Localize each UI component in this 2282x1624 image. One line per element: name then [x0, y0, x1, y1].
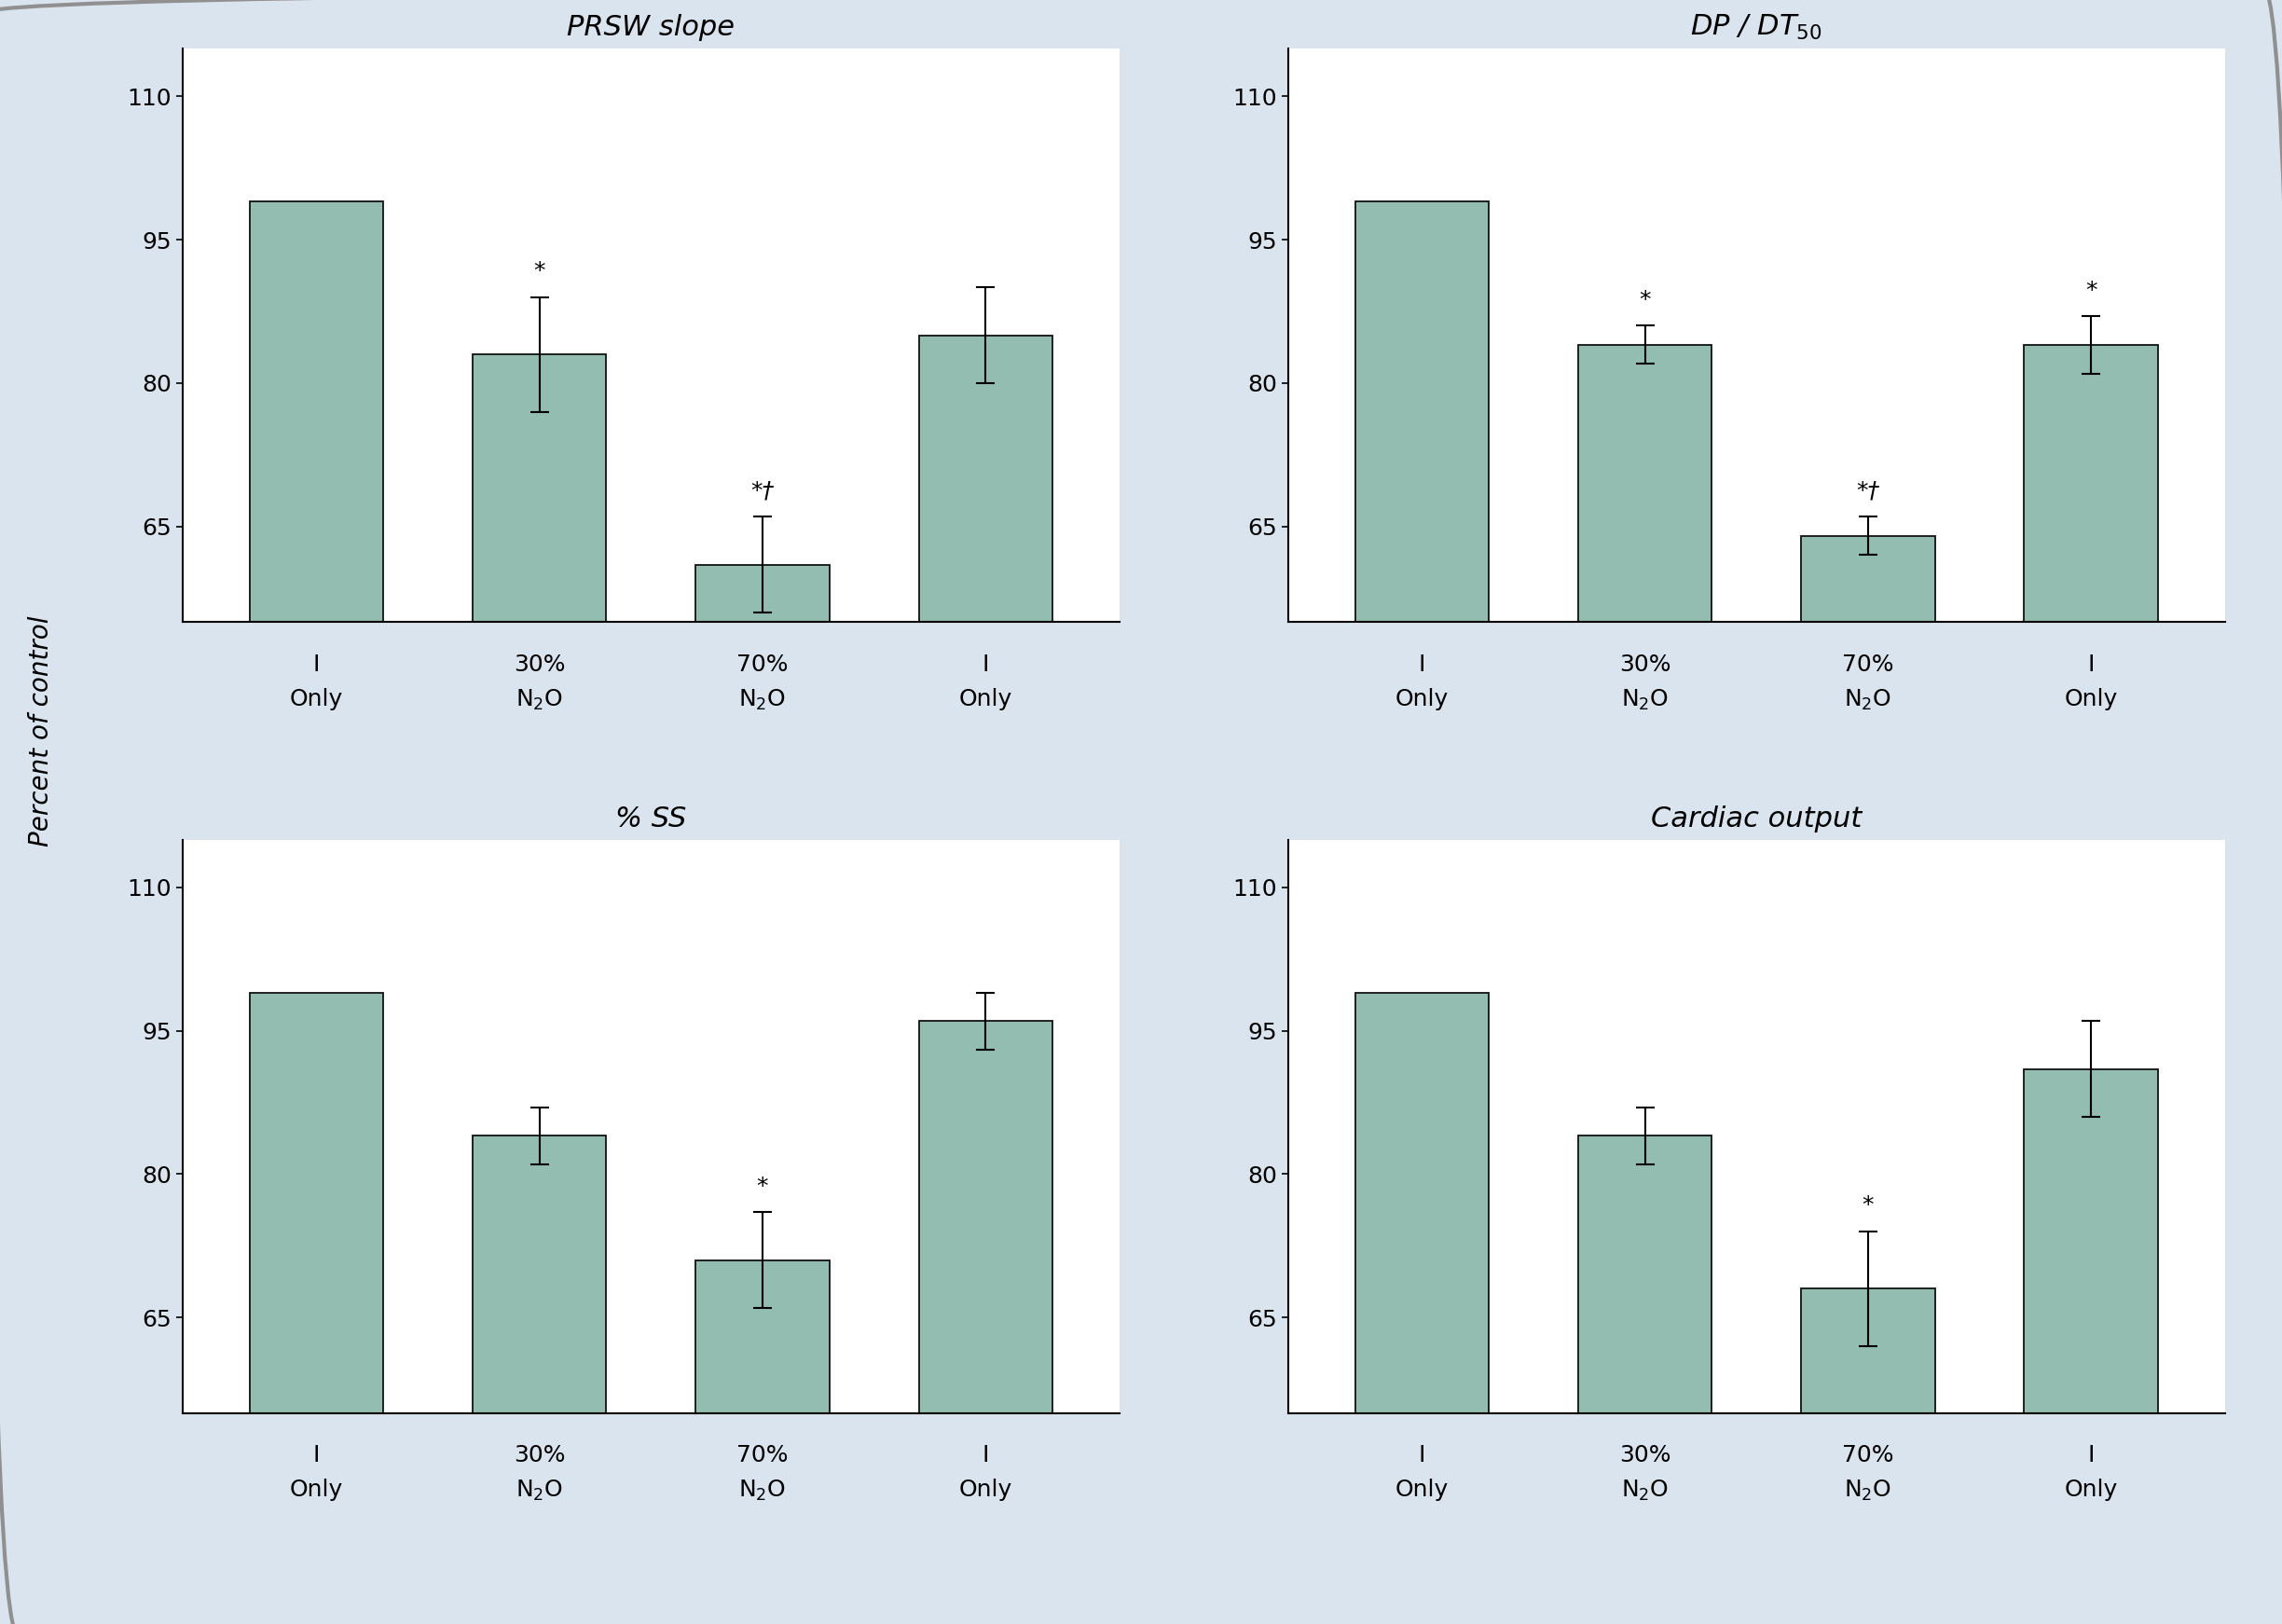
Text: I: I: [1419, 653, 1426, 676]
Text: N$_2$O: N$_2$O: [516, 689, 564, 713]
Text: I: I: [313, 653, 319, 676]
Text: *: *: [758, 1176, 769, 1199]
Text: N$_2$O: N$_2$O: [1620, 689, 1668, 713]
Title: PRSW slope: PRSW slope: [568, 15, 735, 41]
Text: *: *: [534, 260, 545, 283]
Text: Percent of control: Percent of control: [27, 615, 55, 846]
Bar: [249, 992, 383, 1413]
Bar: [1579, 1135, 1712, 1413]
Title: % SS: % SS: [616, 806, 687, 833]
Text: N$_2$O: N$_2$O: [739, 1479, 787, 1504]
Text: Only: Only: [290, 689, 342, 710]
Text: Only: Only: [2065, 1479, 2118, 1501]
Text: 30%: 30%: [513, 1444, 566, 1466]
Bar: [2024, 344, 2159, 622]
Bar: [920, 335, 1052, 622]
Text: Only: Only: [1394, 689, 1449, 710]
Bar: [920, 1021, 1052, 1413]
Text: I: I: [1419, 1444, 1426, 1466]
Text: *: *: [1638, 289, 1650, 312]
Text: Only: Only: [1394, 1479, 1449, 1501]
Text: *: *: [2086, 279, 2097, 302]
Bar: [1800, 536, 1935, 622]
Text: N$_2$O: N$_2$O: [1620, 1479, 1668, 1504]
Text: 30%: 30%: [1620, 653, 1670, 676]
Text: I: I: [2088, 653, 2095, 676]
Text: *†: *†: [751, 481, 774, 502]
Text: 70%: 70%: [1842, 1444, 1894, 1466]
Text: 30%: 30%: [1620, 1444, 1670, 1466]
Bar: [696, 565, 828, 622]
Text: Only: Only: [2065, 689, 2118, 710]
Bar: [472, 1135, 607, 1413]
Text: I: I: [2088, 1444, 2095, 1466]
Text: N$_2$O: N$_2$O: [1844, 1479, 1892, 1504]
Bar: [472, 354, 607, 622]
Text: N$_2$O: N$_2$O: [516, 1479, 564, 1504]
Bar: [1800, 1289, 1935, 1413]
Bar: [1356, 201, 1488, 622]
Text: I: I: [313, 1444, 319, 1466]
Text: 70%: 70%: [737, 1444, 787, 1466]
Text: Only: Only: [958, 1479, 1013, 1501]
Text: I: I: [981, 1444, 988, 1466]
Text: *: *: [1862, 1195, 1874, 1216]
Bar: [696, 1260, 828, 1413]
Text: Only: Only: [290, 1479, 342, 1501]
Text: Only: Only: [958, 689, 1013, 710]
Bar: [2024, 1069, 2159, 1413]
Text: 30%: 30%: [513, 653, 566, 676]
Bar: [249, 201, 383, 622]
Title: Cardiac output: Cardiac output: [1650, 806, 1862, 833]
Bar: [1356, 992, 1488, 1413]
Text: 70%: 70%: [1842, 653, 1894, 676]
Text: N$_2$O: N$_2$O: [739, 689, 787, 713]
Text: 70%: 70%: [737, 653, 787, 676]
Text: *†: *†: [1855, 481, 1880, 502]
Text: N$_2$O: N$_2$O: [1844, 689, 1892, 713]
Bar: [1579, 344, 1712, 622]
Title: DP / DT$_{50}$: DP / DT$_{50}$: [1691, 13, 1823, 42]
Text: I: I: [981, 653, 988, 676]
